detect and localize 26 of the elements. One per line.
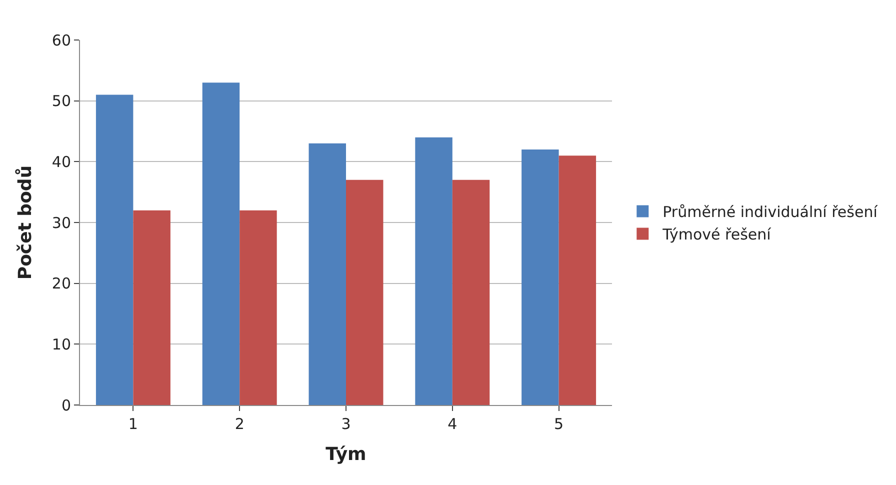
x-tick-label: 2 bbox=[234, 415, 244, 433]
legend-label: Průměrné individuální řešení bbox=[662, 203, 878, 222]
x-tick-label: 1 bbox=[128, 415, 138, 433]
bar bbox=[346, 180, 384, 405]
y-tick-label: 60 bbox=[52, 31, 71, 50]
y-tick-label: 10 bbox=[52, 335, 71, 354]
bar bbox=[452, 180, 490, 405]
y-tick-label: 40 bbox=[52, 152, 71, 171]
bar bbox=[202, 82, 240, 405]
y-tick-label: 30 bbox=[52, 214, 71, 232]
x-tick-label: 5 bbox=[554, 415, 564, 433]
bar bbox=[558, 156, 596, 405]
x-tick-label: 3 bbox=[341, 415, 351, 433]
y-tick-label: 20 bbox=[52, 274, 71, 293]
bar bbox=[96, 94, 134, 405]
legend-label: Týmové řešení bbox=[662, 226, 772, 244]
y-tick-label: 50 bbox=[52, 92, 71, 110]
y-axis-title: Počet bodů bbox=[15, 165, 36, 280]
x-tick-label: 4 bbox=[448, 415, 458, 433]
bar bbox=[522, 150, 559, 405]
bar bbox=[415, 137, 452, 405]
bar bbox=[133, 210, 170, 405]
bar bbox=[240, 210, 277, 405]
bar bbox=[308, 143, 346, 405]
y-tick-label: 0 bbox=[61, 396, 71, 414]
x-axis-title: Tým bbox=[326, 444, 366, 466]
